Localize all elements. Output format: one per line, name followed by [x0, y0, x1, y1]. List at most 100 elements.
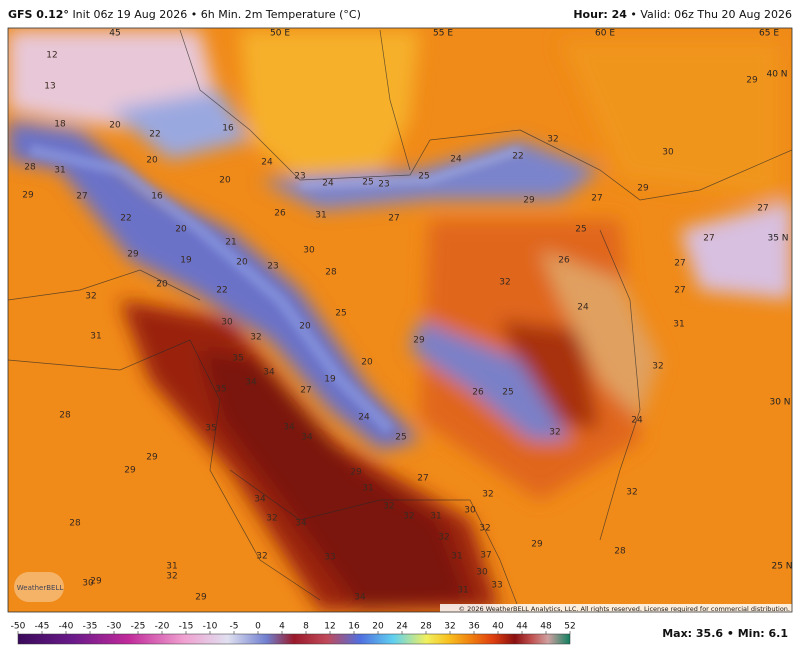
colorbar-tick-label: -10	[203, 622, 218, 632]
temperature-label: 32	[499, 278, 510, 288]
temperature-label: 25	[502, 388, 513, 398]
colorbar-tick-label: 48	[540, 622, 552, 632]
temperature-label: 25	[395, 433, 406, 443]
temperature-label: 29	[22, 191, 34, 201]
graticule-label: 50 E	[270, 29, 290, 39]
colorbar-tick-label: 36	[468, 622, 480, 632]
temperature-label: 32	[403, 512, 414, 522]
graticule-label: 40 N	[766, 70, 787, 80]
temperature-label: 26	[274, 209, 286, 219]
temperature-label: 31	[315, 211, 326, 221]
temperature-label: 29	[637, 184, 649, 194]
temperature-label: 27	[703, 234, 714, 244]
temperature-label: 30	[82, 579, 94, 589]
temperature-label: 25	[575, 225, 586, 235]
temperature-label: 24	[450, 155, 462, 165]
temperature-label: 13	[44, 82, 55, 92]
colorbar-tick-label: -40	[59, 622, 74, 632]
temperature-label: 28	[325, 268, 337, 278]
temperature-label: 21	[225, 238, 236, 248]
temperature-label: 31	[430, 512, 441, 522]
hour: Hour: 24	[573, 8, 627, 21]
colorbar	[17, 633, 571, 645]
temperature-label: 27	[591, 194, 602, 204]
colorbar-tick-label: 52	[564, 622, 575, 632]
temperature-label: 34	[283, 423, 295, 433]
temperature-label: 30	[476, 568, 488, 578]
temperature-label: 25	[418, 172, 429, 182]
header-left: GFS 0.12° Init 06z 19 Aug 2026 • 6h Min.…	[8, 8, 361, 21]
graticule-label: 30 N	[769, 398, 790, 408]
colorbar-tick-label: 32	[444, 622, 455, 632]
temperature-label: 16	[151, 192, 163, 202]
temperature-label: 32	[256, 552, 267, 562]
temperature-label: 29	[195, 593, 207, 603]
header-right: Hour: 24 • Valid: 06z Thu 20 Aug 2026	[573, 8, 792, 21]
colorbar-tick-label: -35	[83, 622, 98, 632]
temperature-label: 35	[205, 424, 216, 434]
temperature-label: 30	[662, 148, 674, 158]
title: Init 06z 19 Aug 2026 • 6h Min. 2m Temper…	[72, 8, 360, 21]
temperature-label: 29	[124, 466, 136, 476]
temperature-label: 31	[362, 484, 373, 494]
temperature-label: 20	[175, 225, 187, 235]
temperature-label: 32	[438, 533, 449, 543]
temperature-label: 26	[558, 256, 570, 266]
colorbar-tick-label: -30	[107, 622, 122, 632]
temperature-label: 20	[109, 121, 121, 131]
temperature-label: 29	[523, 196, 535, 206]
model: GFS 0.12°	[8, 8, 69, 21]
colorbar-tick-label: -25	[131, 622, 146, 632]
temperature-label: 30	[464, 506, 476, 516]
temperature-label: 20	[299, 322, 311, 332]
temperature-label: 27	[388, 214, 399, 224]
colorbar-tick-label: 20	[372, 622, 384, 632]
temperature-label: 27	[417, 474, 428, 484]
colorbar-tick-label: -50	[11, 622, 26, 632]
temperature-label: 32	[626, 488, 637, 498]
temperature-label: 25	[335, 309, 346, 319]
temperature-label: 28	[69, 519, 81, 529]
temperature-label: 29	[531, 540, 543, 550]
temperature-label: 20	[219, 176, 231, 186]
temperature-label: 23	[267, 262, 278, 272]
temperature-label: 34	[263, 368, 275, 378]
graticule-label: 25 N	[771, 562, 792, 572]
map: WeatherBELL 12 13 18 20 22 20 16 24 20 23 24 25 23 25…	[8, 28, 792, 612]
temperature-label: 31	[457, 586, 468, 596]
temperature-label: 29	[746, 76, 758, 86]
temperature-label: 26	[472, 388, 484, 398]
temperature-label: 30	[303, 246, 315, 256]
temperature-label: 24	[577, 303, 589, 313]
colorbar-tick-label: 4	[279, 622, 285, 632]
colorbar-tick-label: 44	[516, 622, 528, 632]
temperature-label: 31	[54, 166, 65, 176]
temperature-label: 22	[216, 286, 227, 296]
temperature-label: 20	[236, 258, 248, 268]
temperature-label: 28	[24, 163, 36, 173]
temperature-label: 24	[631, 416, 643, 426]
temperature-label: 34	[295, 519, 307, 529]
temperature-label: 23	[378, 180, 389, 190]
temperature-label: 27	[674, 286, 685, 296]
temperature-label: 12	[46, 51, 57, 61]
temperature-label: 34	[354, 593, 366, 603]
colorbar-tick-label: -5	[230, 622, 239, 632]
temperature-label: 27	[674, 259, 685, 269]
temperature-label: 31	[90, 332, 101, 342]
temperature-label: 33	[324, 553, 335, 563]
colorbar-tick-label: 28	[420, 622, 432, 632]
temperature-label: 32	[549, 428, 560, 438]
temperature-label: 32	[482, 490, 493, 500]
colorbar-tick-label: -20	[155, 622, 170, 632]
temperature-label: 29	[413, 336, 425, 346]
temperature-label: 27	[757, 204, 768, 214]
temperature-label: 22	[149, 130, 160, 140]
temperature-label: 31	[673, 320, 684, 330]
temperature-label: 31	[451, 552, 462, 562]
graticule-labels: 45 50 E 55 E 60 E 65 E 40 N 35 N 30 N 25 N	[109, 29, 792, 572]
temperature-label: 19	[180, 256, 192, 266]
logo: WeatherBELL	[17, 584, 64, 592]
